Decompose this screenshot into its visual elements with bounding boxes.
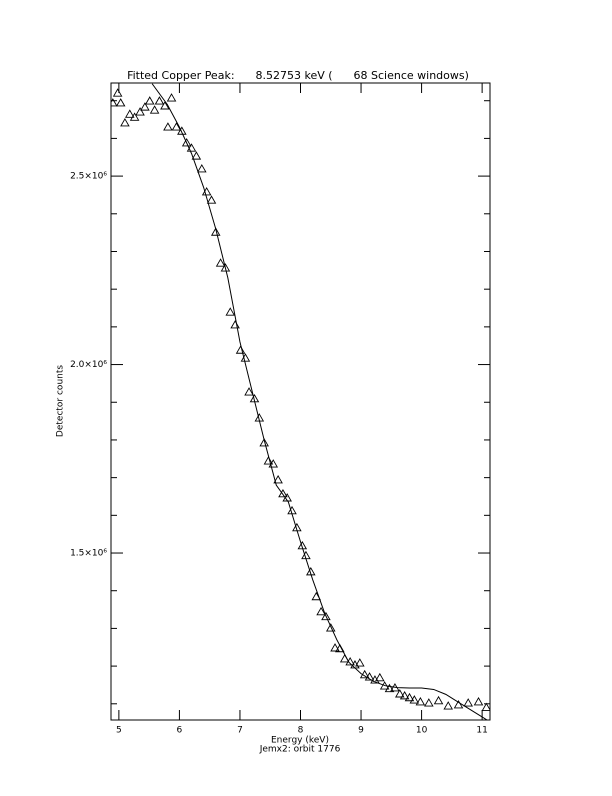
data-point xyxy=(263,456,274,465)
data-point xyxy=(171,122,182,131)
data-point xyxy=(235,345,246,354)
y-tick-label: 1.5×10⁶ xyxy=(70,549,107,559)
data-point xyxy=(166,93,177,102)
data-point xyxy=(453,700,464,709)
plot-area xyxy=(111,83,490,720)
x-tick-label: 10 xyxy=(416,726,428,736)
data-point xyxy=(395,689,405,698)
y-tick-label: 2.0×10⁶ xyxy=(70,360,107,370)
x-tick-label: 7 xyxy=(237,726,243,736)
data-point xyxy=(144,96,155,105)
data-point xyxy=(375,672,385,682)
data-point xyxy=(339,654,350,663)
data-point xyxy=(415,697,426,706)
data-point xyxy=(177,126,187,135)
data-point xyxy=(197,164,207,173)
x-tick-label: 6 xyxy=(177,726,183,736)
x-axis-label: Energy (keV) xyxy=(271,736,329,746)
x-tick-label: 5 xyxy=(116,726,122,736)
plot-frame xyxy=(110,82,491,721)
data-point xyxy=(404,692,415,702)
data-point xyxy=(321,611,331,621)
data-point xyxy=(424,698,434,707)
x-tick-label: 9 xyxy=(358,726,364,736)
data-point xyxy=(225,307,236,316)
data-point xyxy=(129,112,140,121)
data-point xyxy=(364,672,375,681)
data-point xyxy=(135,107,145,116)
data-point xyxy=(115,98,126,107)
y-axis-label: Detector counts xyxy=(56,365,66,437)
y-tick-label: 2.5×10⁶ xyxy=(70,172,107,182)
data-point xyxy=(220,263,231,272)
data-point xyxy=(112,88,123,97)
data-point xyxy=(278,488,288,498)
data-point xyxy=(215,258,226,267)
data-point xyxy=(384,683,395,693)
data-point xyxy=(259,438,269,447)
data-point xyxy=(149,105,160,114)
data-point xyxy=(268,459,279,468)
data-point xyxy=(124,109,135,118)
data-point xyxy=(240,353,251,362)
data-point xyxy=(330,643,340,652)
data-point xyxy=(325,623,336,632)
data-point xyxy=(355,658,365,667)
data-point xyxy=(206,195,217,204)
data-point xyxy=(181,138,192,147)
data-point xyxy=(433,695,444,705)
data-point xyxy=(481,702,490,712)
data-point xyxy=(473,697,484,706)
data-point xyxy=(273,474,283,484)
data-point xyxy=(160,101,170,110)
chart-title: Fitted Copper Peak: 8.52753 keV ( 68 Sci… xyxy=(127,69,469,82)
subtitle: Jemx2: orbit 1776 xyxy=(259,745,341,755)
data-point xyxy=(163,122,173,131)
data-point xyxy=(120,118,130,127)
data-point xyxy=(230,320,240,329)
data-point xyxy=(154,96,165,105)
data-point xyxy=(316,606,326,616)
data-point xyxy=(140,102,150,111)
data-point xyxy=(244,387,254,396)
data-point xyxy=(399,690,410,700)
data-point xyxy=(111,98,118,107)
data-point xyxy=(409,695,420,704)
data-point xyxy=(210,227,221,236)
data-point xyxy=(186,143,197,152)
data-point xyxy=(191,151,202,160)
data-point xyxy=(443,701,454,710)
x-tick-label: 11 xyxy=(476,726,487,736)
data-point xyxy=(463,698,473,707)
x-tick-label: 8 xyxy=(298,726,304,736)
fit-line xyxy=(151,83,488,720)
